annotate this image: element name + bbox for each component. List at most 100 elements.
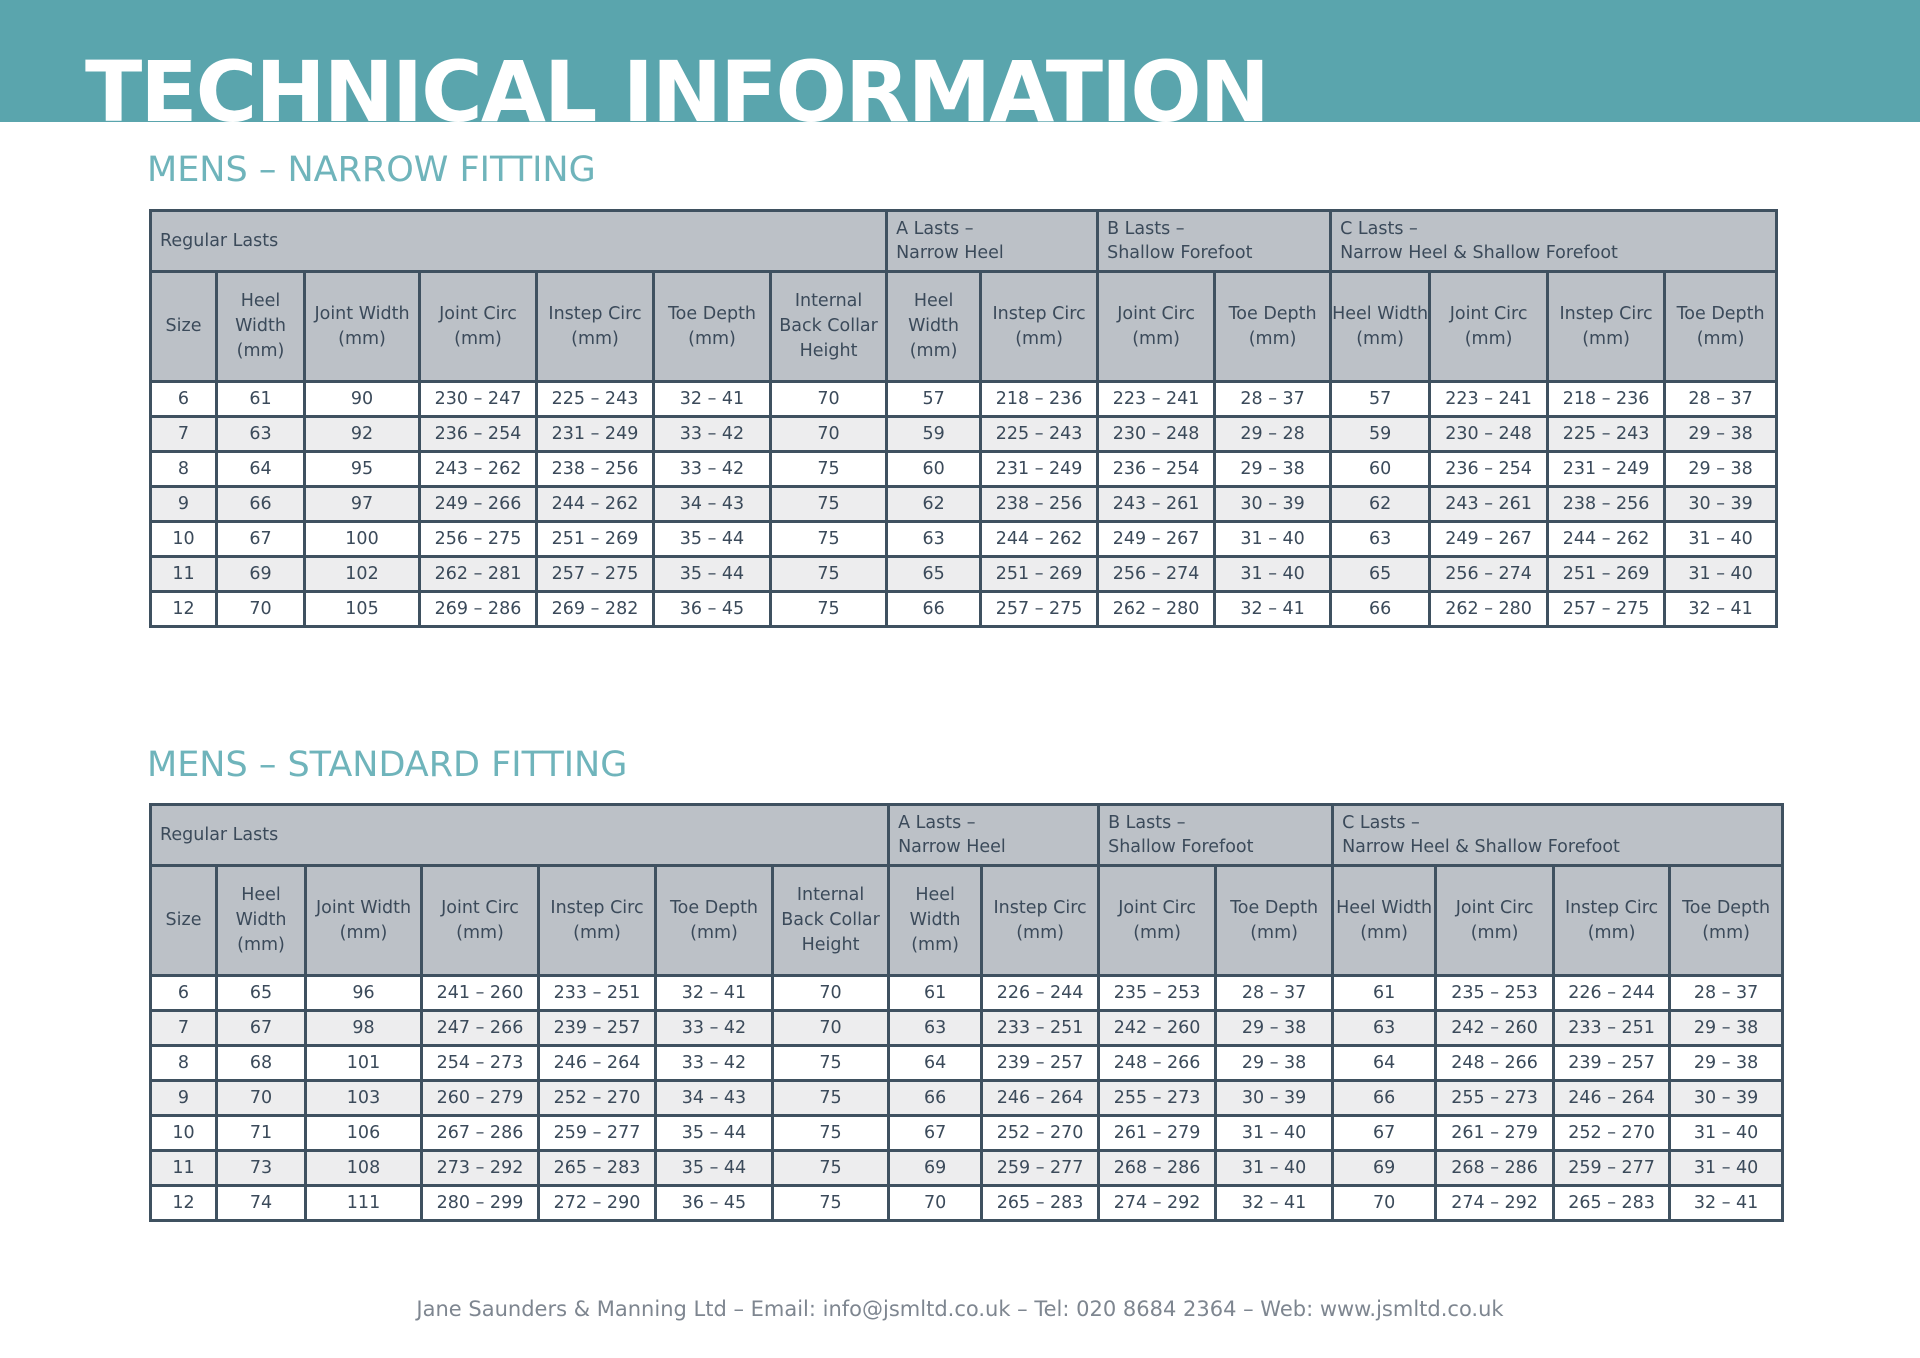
table-cell: 11 <box>149 555 218 593</box>
column-header-row: Size Heel Width (mm) Joint Width (mm) Jo… <box>149 864 1785 977</box>
table-cell: 248 – 266 <box>1097 1044 1218 1082</box>
col-header: Joint Circ (mm) <box>1428 270 1550 383</box>
col-header: Internal Back Collar Height <box>770 864 891 977</box>
table-cell: 32 – 41 <box>1213 590 1333 628</box>
table-cell: 235 – 253 <box>1097 974 1218 1012</box>
table-cell: 108 <box>304 1149 423 1187</box>
table-cell: 246 – 264 <box>980 1079 1101 1117</box>
table-cell: 75 <box>770 1044 891 1082</box>
table-cell: 252 – 270 <box>980 1114 1101 1152</box>
table-cell: 31 – 40 <box>1668 1149 1785 1187</box>
title-banner: TECHNICAL INFORMATION <box>0 0 1920 122</box>
table-cell: 65 <box>215 974 307 1012</box>
table-cell: 63 <box>1329 520 1432 558</box>
table-cell: 98 <box>304 1009 423 1047</box>
table-cell: 75 <box>768 450 889 488</box>
table-cell: 7 <box>149 1009 218 1047</box>
table-cell: 274 – 292 <box>1097 1184 1218 1222</box>
table-cell: 103 <box>304 1079 423 1117</box>
page-title: TECHNICAL INFORMATION <box>85 43 1270 122</box>
table-cell: 243 – 262 <box>418 450 538 488</box>
table-cell: 31 – 40 <box>1663 520 1779 558</box>
table-cell: 246 – 264 <box>1552 1079 1672 1117</box>
group-a-line1: A Lasts – <box>896 219 974 239</box>
table-cell: 65 <box>1329 555 1432 593</box>
table-cell: 65 <box>885 555 983 593</box>
table-cell: 254 – 273 <box>420 1044 540 1082</box>
table-cell: 246 – 264 <box>537 1044 657 1082</box>
table-cell: 101 <box>304 1044 423 1082</box>
table-cell: 12 <box>149 1184 218 1222</box>
table-cell: 92 <box>303 415 421 453</box>
table-row: 6 65 96 241 – 260 233 – 251 32 – 41 70 61 226 – … <box>149 974 1785 1012</box>
col-header: Instep Circ (mm) <box>537 864 657 977</box>
table-cell: 75 <box>768 590 889 628</box>
table-cell: 248 – 266 <box>1434 1044 1556 1082</box>
table-cell: 218 – 236 <box>1546 380 1667 418</box>
col-header: Joint Circ (mm) <box>418 270 538 383</box>
table-cell: 265 – 283 <box>537 1149 657 1187</box>
table-row: 12 74 111 280 – 299 272 – 290 36 – 45 75 70 265 … <box>149 1184 1785 1222</box>
table-cell: 10 <box>149 1114 218 1152</box>
table-cell: 242 – 260 <box>1434 1009 1556 1047</box>
table-cell: 31 – 40 <box>1213 520 1333 558</box>
table-cell: 30 – 39 <box>1214 1079 1335 1117</box>
table-cell: 75 <box>770 1114 891 1152</box>
table-cell: 218 – 236 <box>979 380 1100 418</box>
table-cell: 8 <box>149 450 218 488</box>
col-header: Instep Circ (mm) <box>979 270 1100 383</box>
table-cell: 31 – 40 <box>1663 555 1779 593</box>
table-cell: 29 – 38 <box>1213 450 1333 488</box>
col-header: Instep Circ (mm) <box>1552 864 1672 977</box>
table-cell: 244 – 262 <box>979 520 1100 558</box>
table-cell: 62 <box>885 485 983 523</box>
col-header: Size <box>149 270 218 383</box>
table-cell: 241 – 260 <box>420 974 540 1012</box>
table-cell: 230 – 248 <box>1428 415 1550 453</box>
col-header: Instep Circ (mm) <box>980 864 1101 977</box>
table-row: 10 71 106 267 – 286 259 – 277 35 – 44 75 67 252 … <box>149 1114 1785 1152</box>
col-header: Toe Depth (mm) <box>652 270 772 383</box>
table-cell: 8 <box>149 1044 218 1082</box>
col-header: Heel Width (mm) <box>1329 270 1432 383</box>
table-cell: 35 – 44 <box>654 1114 774 1152</box>
table-cell: 259 – 277 <box>980 1149 1101 1187</box>
table-cell: 255 – 273 <box>1097 1079 1218 1117</box>
table-cell: 29 – 38 <box>1668 1044 1785 1082</box>
table-cell: 61 <box>1331 974 1438 1012</box>
table-cell: 236 – 254 <box>1428 450 1550 488</box>
table-cell: 57 <box>885 380 983 418</box>
table-cell: 242 – 260 <box>1097 1009 1218 1047</box>
table-cell: 243 – 261 <box>1096 485 1217 523</box>
table-cell: 31 – 40 <box>1214 1149 1335 1187</box>
table-cell: 75 <box>770 1079 891 1117</box>
table-cell: 280 – 299 <box>420 1184 540 1222</box>
table-cell: 233 – 251 <box>980 1009 1101 1047</box>
table-cell: 29 – 38 <box>1214 1009 1335 1047</box>
table-cell: 31 – 40 <box>1668 1114 1785 1152</box>
table-row: 9 70 103 260 – 279 252 – 270 34 – 43 75 66 246 –… <box>149 1079 1785 1117</box>
table-cell: 274 – 292 <box>1434 1184 1556 1222</box>
table-cell: 256 – 274 <box>1428 555 1550 593</box>
group-c-line2: Narrow Heel & Shallow Forefoot <box>1342 837 1620 857</box>
table-cell: 251 – 269 <box>979 555 1100 593</box>
table-cell: 60 <box>885 450 983 488</box>
table-cell: 265 – 283 <box>1552 1184 1672 1222</box>
table-cell: 28 – 37 <box>1213 380 1333 418</box>
table-cell: 64 <box>215 450 306 488</box>
group-c-lasts: C Lasts – Narrow Heel & Shallow Forefoot <box>1331 803 1785 867</box>
table-cell: 66 <box>1331 1079 1438 1117</box>
section-title-narrow: MENS – NARROW FITTING <box>147 150 596 190</box>
table-cell: 236 – 254 <box>418 415 538 453</box>
col-header: Joint Circ (mm) <box>420 864 540 977</box>
group-b-lasts: B Lasts – Shallow Forefoot <box>1097 803 1335 867</box>
table-cell: 105 <box>303 590 421 628</box>
table-cell: 226 – 244 <box>980 974 1101 1012</box>
col-header: Joint Width (mm) <box>303 270 421 383</box>
table-cell: 69 <box>887 1149 984 1187</box>
table-cell: 64 <box>1331 1044 1438 1082</box>
table-cell: 29 – 38 <box>1663 415 1779 453</box>
table-cell: 75 <box>770 1184 891 1222</box>
table-row: 10 67 100 256 – 275 251 – 269 35 – 44 75 63 244 … <box>149 520 1779 558</box>
table-cell: 6 <box>149 974 218 1012</box>
